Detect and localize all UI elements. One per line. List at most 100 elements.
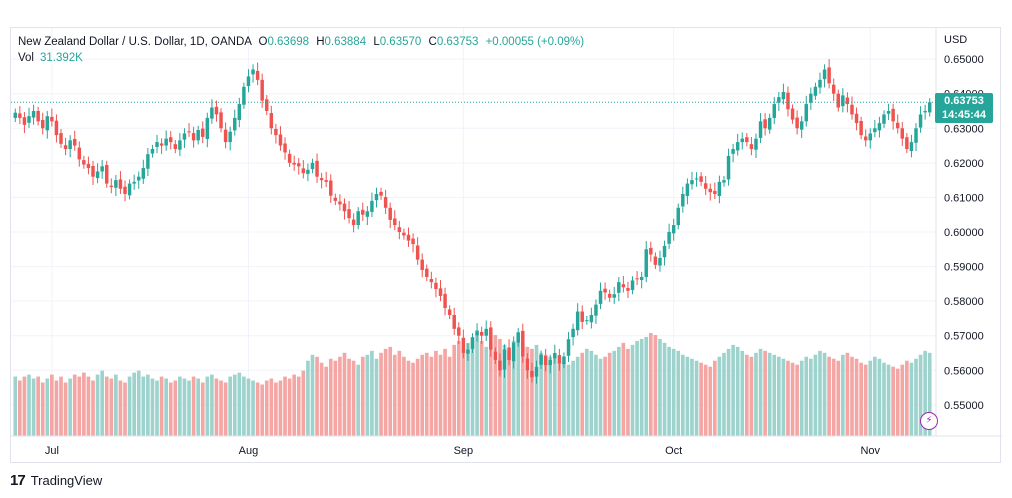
candle-body bbox=[397, 227, 402, 232]
candle-body bbox=[507, 347, 511, 360]
candle-body bbox=[411, 238, 415, 245]
candle-body bbox=[562, 356, 566, 365]
candle-body bbox=[900, 128, 905, 139]
volume-bar bbox=[269, 378, 274, 436]
volume-bar bbox=[429, 356, 434, 436]
candle-body bbox=[777, 97, 781, 103]
symbol-legend: New Zealand Dollar / U.S. Dollar, 1D, OA… bbox=[18, 34, 584, 50]
volume-bar bbox=[671, 348, 676, 436]
candle-body bbox=[635, 278, 639, 280]
candle-body bbox=[287, 153, 292, 163]
candle-body bbox=[155, 142, 159, 147]
candle-body bbox=[877, 123, 882, 131]
candle-body bbox=[726, 155, 731, 180]
volume-bar bbox=[511, 340, 516, 436]
volume-bar bbox=[31, 378, 36, 436]
volume-bar bbox=[338, 356, 342, 436]
candle-body bbox=[649, 247, 653, 255]
chart-panel[interactable]: 0.55000 0.56000 0.57000 0.58000 0.59000 0.600… bbox=[10, 27, 1002, 464]
candle-body bbox=[82, 160, 86, 165]
candle-body bbox=[434, 282, 438, 290]
candle-body bbox=[708, 188, 712, 193]
candlestick-chart[interactable]: 0.55000 0.56000 0.57000 0.58000 0.59000 0.600… bbox=[11, 28, 1002, 464]
candle-body bbox=[735, 142, 740, 151]
candle-body bbox=[845, 97, 850, 105]
candle-body bbox=[754, 138, 758, 150]
candle-body bbox=[333, 197, 338, 201]
price-axis-ticks: 0.55000 0.56000 0.57000 0.58000 0.59000 0.600… bbox=[944, 54, 984, 412]
volume-bar bbox=[324, 366, 329, 436]
volume-bar bbox=[68, 378, 72, 436]
volume-bar bbox=[164, 378, 168, 436]
candle-body bbox=[415, 245, 420, 260]
candle-body bbox=[251, 69, 255, 75]
change-value: +0.00055 (+0.09%) bbox=[485, 36, 585, 48]
candle-body bbox=[447, 309, 452, 315]
candle-body bbox=[379, 191, 383, 196]
volume-bar bbox=[360, 356, 365, 436]
volume-bar bbox=[237, 372, 242, 436]
volume-bar bbox=[438, 354, 443, 436]
volume-bar bbox=[210, 374, 214, 436]
volume-bar bbox=[854, 358, 859, 436]
volume-bar bbox=[584, 348, 589, 436]
volume-bar bbox=[616, 346, 621, 436]
candle-body bbox=[745, 137, 749, 143]
volume-bar bbox=[726, 348, 731, 436]
candle-body bbox=[827, 67, 831, 84]
volume-bar bbox=[575, 356, 580, 436]
candle-body bbox=[621, 284, 626, 288]
candle-body bbox=[310, 162, 315, 170]
candle-body bbox=[676, 207, 680, 226]
tradingview-logo[interactable]: 17 TradingView bbox=[10, 472, 102, 489]
volume-bar bbox=[699, 362, 703, 436]
volume-bar bbox=[712, 360, 717, 436]
candle-body bbox=[571, 328, 575, 338]
candle-body bbox=[617, 282, 621, 293]
candle-body bbox=[882, 114, 886, 124]
candle-body bbox=[502, 349, 507, 370]
candle-body bbox=[306, 169, 310, 174]
volume-bar bbox=[525, 346, 530, 436]
candle-body bbox=[63, 145, 68, 150]
candle-body bbox=[543, 356, 548, 366]
volume-legend: Vol 31.392K bbox=[18, 52, 83, 64]
volume-bar bbox=[45, 378, 50, 436]
volume-bar bbox=[580, 352, 585, 436]
volume-bar bbox=[155, 380, 159, 436]
candle-body bbox=[534, 366, 539, 377]
candle-body bbox=[886, 110, 891, 114]
candle-body bbox=[146, 154, 150, 169]
volume-bar bbox=[809, 358, 813, 436]
volume-bar bbox=[260, 384, 265, 436]
candle-body bbox=[393, 218, 397, 226]
volume-bar bbox=[306, 360, 310, 436]
volume-bar bbox=[744, 354, 749, 436]
volume-bar bbox=[424, 352, 429, 436]
candle-body bbox=[40, 119, 45, 129]
volume-bar bbox=[914, 358, 918, 436]
volume-bar bbox=[648, 333, 653, 436]
volume-bar bbox=[104, 376, 109, 436]
candle-body bbox=[653, 256, 658, 265]
volume-bar bbox=[905, 360, 909, 436]
price-tick-label: 0.56000 bbox=[944, 365, 984, 377]
price-tick-label: 0.57000 bbox=[944, 331, 984, 343]
volume-bar bbox=[383, 348, 388, 436]
volume-bar bbox=[749, 356, 754, 436]
volume-bar bbox=[754, 352, 758, 436]
volume-bar bbox=[406, 360, 411, 436]
candle-body bbox=[548, 359, 552, 366]
candle-body bbox=[598, 290, 603, 304]
volume-bar bbox=[287, 378, 292, 436]
volume-bar bbox=[228, 376, 233, 436]
volume-bar bbox=[868, 360, 873, 436]
currency-label[interactable]: USD bbox=[944, 34, 968, 46]
candle-body bbox=[868, 133, 873, 141]
lightning-icon[interactable]: ⚡ bbox=[920, 412, 938, 430]
volume-bar bbox=[50, 374, 54, 436]
candle-body bbox=[905, 137, 909, 150]
volume-bar bbox=[772, 354, 777, 436]
volume-bar bbox=[296, 376, 301, 436]
candle-body bbox=[863, 136, 868, 141]
